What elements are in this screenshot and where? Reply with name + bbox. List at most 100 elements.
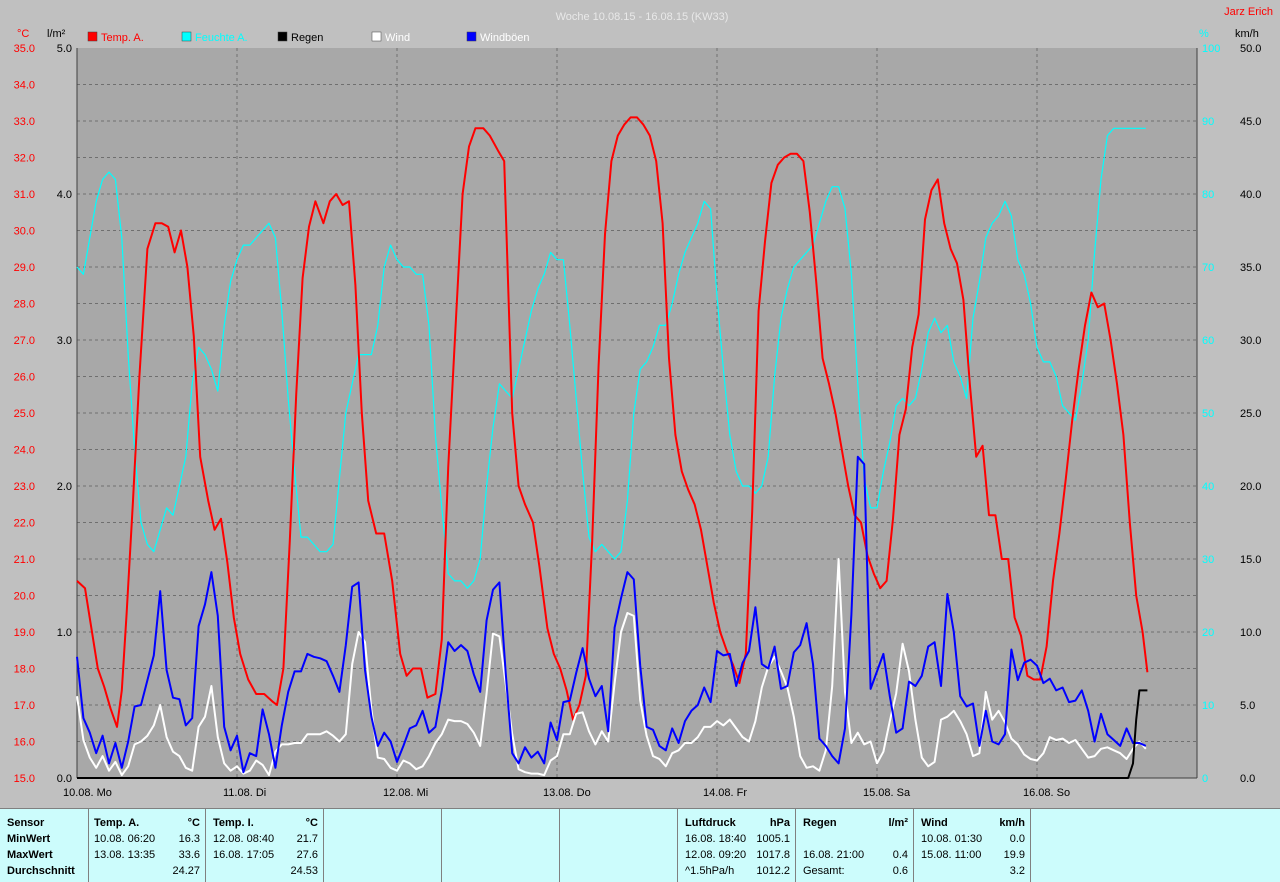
col-empty-1 (323, 809, 442, 882)
tick-x-date: 13.08. Do (543, 787, 591, 799)
legend-swatch-humidity (181, 31, 192, 42)
tick-temp: 25.0 (14, 408, 35, 420)
temp-a-min-time: 10.08. 06:20 (94, 833, 156, 845)
tick-wind: 50.0 (1240, 43, 1261, 55)
legend-label-temp: Temp. A. (101, 32, 144, 44)
pressure-avg-val: 1012.2 (756, 865, 790, 877)
temp-a-header: Temp. A. (94, 817, 140, 829)
pressure-header: Luftdruck (685, 817, 736, 829)
wind-max-val: 19.9 (1003, 849, 1025, 861)
wind-min-val: 0.0 (1009, 833, 1025, 845)
tick-temp: 21.0 (14, 554, 35, 566)
unit-humidity: % (1199, 28, 1209, 40)
temp-a-min-val: 16.3 (178, 833, 200, 845)
col-wind: Wind km/h 10.08. 01:30 0.0 15.08. 11:00 … (913, 809, 1031, 882)
series-line-humidity (76, 127, 1146, 589)
tick-temp: 24.0 (14, 445, 35, 457)
tick-temp: 33.0 (14, 116, 35, 128)
pressure-min-time: 16.08. 18:40 (685, 833, 747, 845)
col-sensor: Sensor MinWert MaxWert Durchschnitt (0, 809, 88, 882)
tick-humidity: 50 (1202, 408, 1214, 420)
legend-swatch-temp (87, 31, 98, 42)
tick-wind: 5.0 (1240, 700, 1255, 712)
series-lines (76, 116, 1149, 779)
statistics-table: Sensor MinWert MaxWert Durchschnitt Temp… (0, 808, 1280, 882)
tick-temp: 32.0 (14, 153, 35, 165)
rain-total-val: 0.6 (892, 865, 908, 877)
tick-humidity: 30 (1202, 554, 1214, 566)
series-line-rain (77, 689, 1148, 779)
avg-label: Durchschnitt (7, 865, 75, 877)
tick-wind: 20.0 (1240, 481, 1261, 493)
unit-temp: °C (17, 28, 29, 40)
temp-i-avg-val: 24.53 (290, 865, 318, 877)
wind-header: Wind (921, 817, 948, 829)
tick-rain: 5.0 (57, 43, 72, 55)
tick-temp: 23.0 (14, 481, 35, 493)
tick-temp: 20.0 (14, 591, 35, 603)
tick-humidity: 0 (1202, 773, 1208, 785)
col-empty-2 (441, 809, 560, 882)
tick-rain: 3.0 (57, 335, 72, 347)
legend-label-wind: Wind (385, 32, 410, 44)
tick-humidity: 60 (1202, 335, 1214, 347)
temp-a-unit: °C (187, 817, 200, 829)
tick-rain: 0.0 (57, 773, 72, 785)
series-line-wind (76, 558, 1147, 777)
temp-i-min-val: 21.7 (296, 833, 318, 845)
temp-i-unit: °C (305, 817, 318, 829)
chart-title: Woche 10.08.15 - 16.08.15 (KW33) (556, 11, 729, 23)
pressure-min-val: 1005.1 (756, 833, 790, 845)
legend-swatch-gust (466, 31, 477, 42)
tick-temp: 34.0 (14, 80, 35, 92)
unit-wind: km/h (1235, 28, 1259, 40)
tick-wind: 35.0 (1240, 262, 1261, 274)
tick-humidity: 90 (1202, 116, 1214, 128)
tick-wind: 40.0 (1240, 189, 1261, 201)
legend-label-gust: Windböen (480, 32, 530, 44)
rain-max-val: 0.4 (892, 849, 908, 861)
unit-rain: l/m² (47, 28, 66, 40)
tick-temp: 19.0 (14, 627, 35, 639)
tick-wind: 15.0 (1240, 554, 1261, 566)
col-empty-3 (559, 809, 678, 882)
tick-humidity: 10 (1202, 700, 1214, 712)
temp-a-max-time: 13.08. 13:35 (94, 849, 156, 861)
tick-humidity: 40 (1202, 481, 1214, 493)
tick-rain: 1.0 (57, 627, 72, 639)
tick-temp: 30.0 (14, 226, 35, 238)
tick-wind: 0.0 (1240, 773, 1255, 785)
tick-wind: 45.0 (1240, 116, 1261, 128)
wind-max-time: 15.08. 11:00 (921, 849, 982, 861)
col-empty-4 (1030, 809, 1280, 882)
sensor-header: Sensor (7, 817, 45, 829)
col-rain: Regen l/m² 16.08. 21:00 0.4 Gesamt: 0.6 (795, 809, 914, 882)
legend-label-rain: Regen (291, 32, 323, 44)
pressure-max-time: 12.08. 09:20 (685, 849, 747, 861)
wind-unit: km/h (999, 817, 1025, 829)
wind-avg-val: 3.2 (1009, 865, 1025, 877)
author-label: Jarz Erich (1224, 6, 1273, 18)
tick-temp: 17.0 (14, 700, 35, 712)
tick-temp: 29.0 (14, 262, 35, 274)
weather-chart: 35.0 34.0 33.0 32.0 31.0 30.0 29.0 28.0 27.0 26.0… (14, 6, 1273, 799)
tick-labels: 35.0 34.0 33.0 32.0 31.0 30.0 29.0 28.0 27.0 26.0… (14, 43, 1262, 799)
rain-header: Regen (803, 817, 837, 829)
temp-i-max-time: 16.08. 17:05 (213, 849, 275, 861)
tick-temp: 27.0 (14, 335, 35, 347)
tick-temp: 16.0 (14, 737, 35, 749)
temp-a-max-val: 33.6 (178, 849, 200, 861)
tick-humidity: 20 (1202, 627, 1214, 639)
tick-humidity: 70 (1202, 262, 1214, 274)
tick-x-date: 15.08. Sa (863, 787, 911, 799)
rain-max-time: 16.08. 21:00 (803, 849, 865, 861)
tick-temp: 31.0 (14, 189, 35, 201)
col-temp-a: Temp. A. °C 10.08. 06:20 16.3 13.08. 13:… (88, 809, 206, 882)
pressure-max-val: 1017.8 (756, 849, 790, 861)
tick-temp: 22.0 (14, 518, 35, 530)
legend-swatch-rain (277, 31, 288, 42)
temp-i-header: Temp. I. (213, 817, 254, 829)
rain-total-label: Gesamt: (803, 865, 845, 877)
rain-unit: l/m² (888, 817, 908, 829)
tick-temp: 35.0 (14, 43, 35, 55)
